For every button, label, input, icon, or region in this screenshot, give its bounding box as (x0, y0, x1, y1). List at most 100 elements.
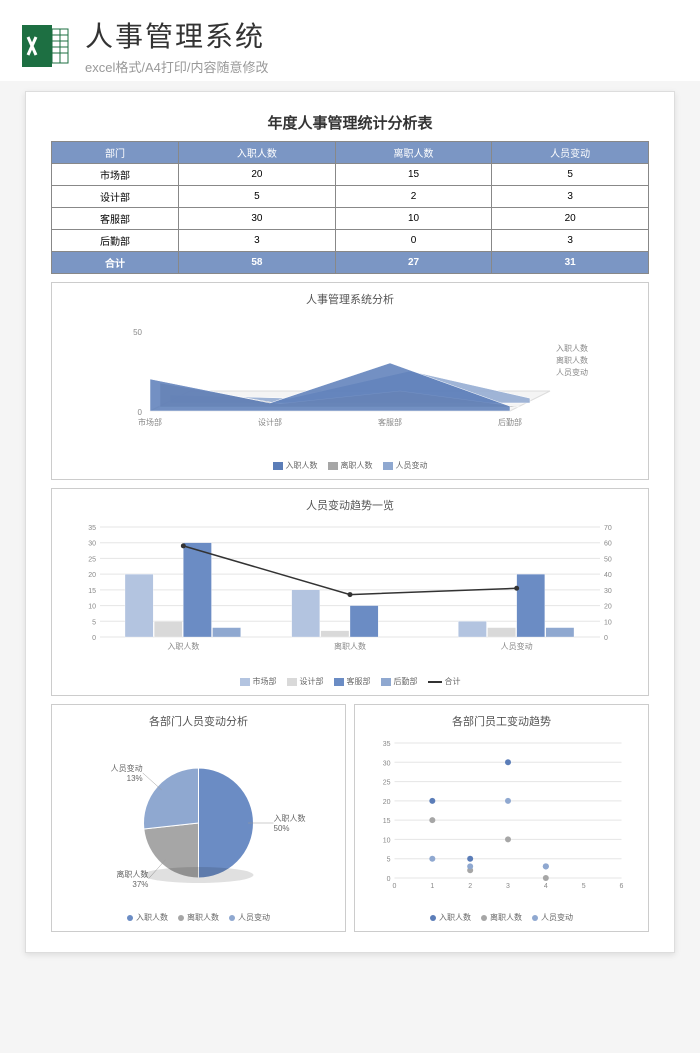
pie-chart-title: 各部门人员变动分析 (60, 713, 337, 729)
header-title: 人事管理系统 (85, 15, 680, 55)
table-header-row: 部门入职人数离职人数人员变动 (52, 142, 649, 164)
scatter-chart-title: 各部门员工变动趋势 (363, 713, 640, 729)
svg-text:13%: 13% (127, 774, 143, 783)
svg-text:25: 25 (383, 780, 391, 787)
scatter-chart: 051015202530350123456 (363, 733, 640, 903)
svg-text:入职人数: 入职人数 (274, 813, 306, 823)
data-table: 部门入职人数离职人数人员变动 市场部20155设计部523客服部301020后勤… (51, 141, 649, 274)
legend-item: 离职人数 (328, 460, 373, 471)
legend-item: 客服部 (334, 676, 371, 687)
area-chart-legend: 入职人数离职人数人员变动 (60, 460, 640, 471)
legend-item: 离职人数 (481, 912, 522, 923)
svg-text:5: 5 (387, 857, 391, 864)
table-cell: 后勤部 (52, 230, 179, 252)
svg-text:37%: 37% (132, 880, 148, 889)
legend-item: 入职人数 (430, 912, 471, 923)
table-cell: 设计部 (52, 186, 179, 208)
svg-text:3: 3 (506, 883, 510, 890)
table-cell: 5 (492, 164, 649, 186)
svg-text:5: 5 (582, 883, 586, 890)
svg-text:30: 30 (604, 588, 612, 595)
table-header-cell: 离职人数 (335, 142, 492, 164)
svg-text:20: 20 (604, 604, 612, 611)
excel-icon (20, 21, 70, 71)
table-cell: 3 (492, 230, 649, 252)
svg-text:15: 15 (88, 588, 96, 595)
table-cell: 15 (335, 164, 492, 186)
table-cell: 3 (179, 230, 336, 252)
svg-text:0: 0 (393, 883, 397, 890)
legend-item: 市场部 (240, 676, 277, 687)
table-row: 后勤部303 (52, 230, 649, 252)
bottom-charts-row: 各部门人员变动分析 入职人数50%离职人数37%人员变动13% 入职人数离职人数… (51, 704, 649, 932)
legend-item: 人员变动 (229, 912, 270, 923)
svg-text:市场部: 市场部 (138, 417, 162, 427)
svg-text:后勤部: 后勤部 (498, 417, 522, 427)
svg-text:0: 0 (138, 408, 143, 417)
svg-text:6: 6 (620, 883, 624, 890)
svg-text:70: 70 (604, 525, 612, 532)
combo-chart-title: 人员变动趋势一览 (60, 497, 640, 513)
svg-text:入职人数: 入职人数 (556, 343, 588, 353)
page-header: 人事管理系统 excel格式/A4打印/内容随意修改 (0, 0, 700, 81)
svg-text:0: 0 (92, 635, 96, 642)
table-total-row: 合计582731 (52, 252, 649, 274)
svg-text:4: 4 (544, 883, 548, 890)
pie-chart: 入职人数50% 离职人数37% 人员变动13% (60, 733, 337, 903)
svg-text:35: 35 (383, 741, 391, 748)
svg-text:10: 10 (88, 604, 96, 611)
svg-text:1: 1 (430, 883, 434, 890)
svg-text:人员变动: 人员变动 (556, 367, 588, 377)
svg-text:人员变动: 人员变动 (501, 641, 533, 651)
svg-text:50%: 50% (274, 824, 290, 833)
svg-text:客服部: 客服部 (378, 417, 402, 427)
legend-item: 后勤部 (381, 676, 418, 687)
svg-text:5: 5 (92, 619, 96, 626)
scatter-chart-container: 各部门员工变动趋势 051015202530350123456 入职人数离职人数… (354, 704, 649, 932)
table-cell: 27 (335, 252, 492, 274)
svg-text:60: 60 (604, 541, 612, 548)
table-cell: 合计 (52, 252, 179, 274)
document-page: 年度人事管理统计分析表 部门入职人数离职人数人员变动 市场部20155设计部52… (25, 91, 675, 953)
area-chart: 50 0市场部 设计部 客服部 后勤部 入职人数离职人数人员变动 (60, 311, 640, 451)
table-cell: 0 (335, 230, 492, 252)
svg-text:20: 20 (88, 572, 96, 579)
svg-text:离职人数: 离职人数 (116, 869, 148, 879)
svg-text:30: 30 (88, 541, 96, 548)
svg-text:0: 0 (387, 876, 391, 883)
pie-chart-container: 各部门人员变动分析 入职人数50% 离职人数37% 人员变动13% 入职人数离职人数… (51, 704, 346, 932)
legend-item: 合计 (428, 676, 461, 687)
table-cell: 10 (335, 208, 492, 230)
combo-chart: 05101520253035010203040506070入职人数离职人数人员变… (60, 517, 640, 667)
svg-text:离职人数: 离职人数 (334, 641, 366, 651)
header-subtitle: excel格式/A4打印/内容随意修改 (85, 57, 680, 76)
legend-item: 离职人数 (178, 912, 219, 923)
svg-text:0: 0 (604, 635, 608, 642)
legend-item: 入职人数 (273, 460, 318, 471)
svg-text:40: 40 (604, 572, 612, 579)
svg-text:10: 10 (383, 837, 391, 844)
table-cell: 5 (179, 186, 336, 208)
table-header-cell: 人员变动 (492, 142, 649, 164)
area-chart-container: 人事管理系统分析 500市场部设计部客服部后勤部入职人数离职人数人员变动 入职人… (51, 282, 649, 480)
table-cell: 2 (335, 186, 492, 208)
table-cell: 58 (179, 252, 336, 274)
table-cell: 市场部 (52, 164, 179, 186)
svg-text:20: 20 (383, 799, 391, 806)
table-cell: 3 (492, 186, 649, 208)
svg-text:50: 50 (133, 328, 142, 337)
svg-text:10: 10 (604, 619, 612, 626)
table-cell: 20 (179, 164, 336, 186)
table-header-cell: 部门 (52, 142, 179, 164)
legend-item: 人员变动 (532, 912, 573, 923)
svg-text:离职人数: 离职人数 (556, 355, 588, 365)
svg-text:设计部: 设计部 (258, 417, 282, 427)
table-row: 客服部301020 (52, 208, 649, 230)
svg-text:25: 25 (88, 556, 96, 563)
scatter-chart-legend: 入职人数离职人数人员变动 (363, 912, 640, 923)
combo-chart-container: 人员变动趋势一览 05101520253035010203040506070入职… (51, 488, 649, 696)
svg-text:30: 30 (383, 760, 391, 767)
svg-text:2: 2 (468, 883, 472, 890)
area-chart-title: 人事管理系统分析 (60, 291, 640, 307)
svg-text:人员变动: 人员变动 (111, 763, 143, 773)
